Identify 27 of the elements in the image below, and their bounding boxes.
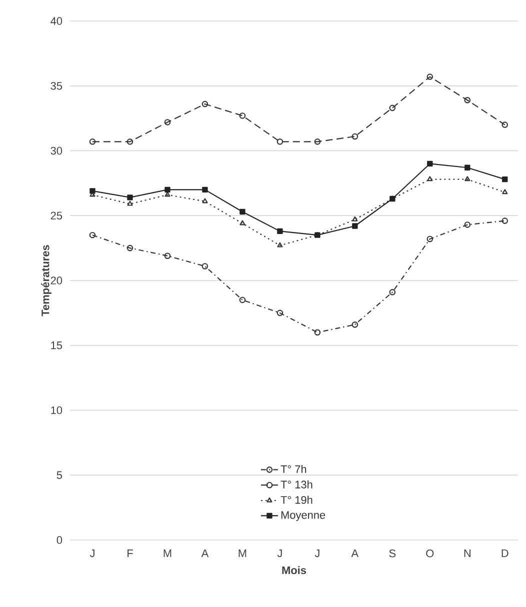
legend-label: T° 19h — [280, 496, 312, 504]
y-tick-label: 30 — [50, 146, 62, 155]
y-tick-label: 10 — [51, 406, 62, 414]
x-axis-title: Mois — [282, 566, 306, 574]
x-tick-label: J — [90, 550, 94, 558]
y-tick-label: 5 — [56, 471, 62, 479]
x-tick-label: D — [502, 550, 508, 558]
x-tick-label: O — [426, 550, 434, 558]
y-axis-title: Températures — [41, 245, 52, 316]
legend-label: Moyenne — [281, 511, 326, 522]
x-tick-label: S — [389, 550, 396, 558]
x-tick-label: N — [464, 550, 470, 558]
x-tick-label: M — [238, 550, 246, 558]
y-tick-label: 40 — [50, 17, 62, 25]
x-tick-label: F — [128, 550, 133, 558]
y-tick-label: 15 — [51, 342, 62, 350]
y-tick-label: 20 — [50, 276, 62, 284]
x-tick-label: J — [314, 550, 320, 558]
x-tick-label: M — [164, 550, 172, 558]
x-tick-label: A — [351, 550, 359, 558]
x-tick-label: A — [201, 550, 209, 558]
legend-label: T° 7h — [280, 464, 306, 473]
y-tick-label: 25 — [50, 212, 62, 220]
y-tick-label: 0 — [56, 536, 62, 544]
x-tick-label: J — [277, 550, 282, 558]
y-tick-label: 35 — [50, 82, 62, 90]
legend-label: T° 13h — [280, 480, 312, 488]
